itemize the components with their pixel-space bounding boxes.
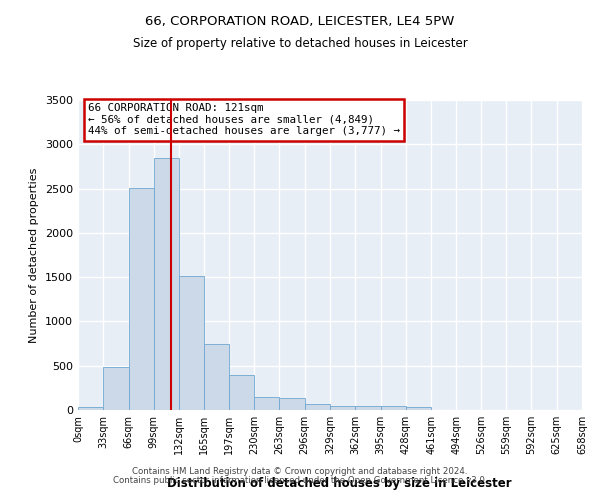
Bar xyxy=(179,276,205,410)
Bar xyxy=(78,408,103,410)
Bar xyxy=(254,396,280,410)
Bar xyxy=(128,188,154,410)
Bar xyxy=(154,158,179,410)
Bar xyxy=(355,406,380,410)
Bar xyxy=(229,376,254,410)
Text: Size of property relative to detached houses in Leicester: Size of property relative to detached ho… xyxy=(133,38,467,51)
Bar xyxy=(280,398,305,410)
Bar xyxy=(380,406,406,410)
Text: Distribution of detached houses by size in Leicester: Distribution of detached houses by size … xyxy=(167,477,511,490)
Text: Contains public sector information licensed under the Open Government Licence v3: Contains public sector information licen… xyxy=(113,476,487,485)
Bar xyxy=(205,344,229,410)
Text: 66, CORPORATION ROAD, LEICESTER, LE4 5PW: 66, CORPORATION ROAD, LEICESTER, LE4 5PW xyxy=(145,15,455,28)
Text: Contains HM Land Registry data © Crown copyright and database right 2024.: Contains HM Land Registry data © Crown c… xyxy=(132,468,468,476)
Bar xyxy=(330,406,355,410)
Bar xyxy=(406,408,431,410)
Y-axis label: Number of detached properties: Number of detached properties xyxy=(29,168,40,342)
Text: 66 CORPORATION ROAD: 121sqm
← 56% of detached houses are smaller (4,849)
44% of : 66 CORPORATION ROAD: 121sqm ← 56% of det… xyxy=(88,103,400,136)
Bar xyxy=(305,404,330,410)
Bar xyxy=(103,368,128,410)
